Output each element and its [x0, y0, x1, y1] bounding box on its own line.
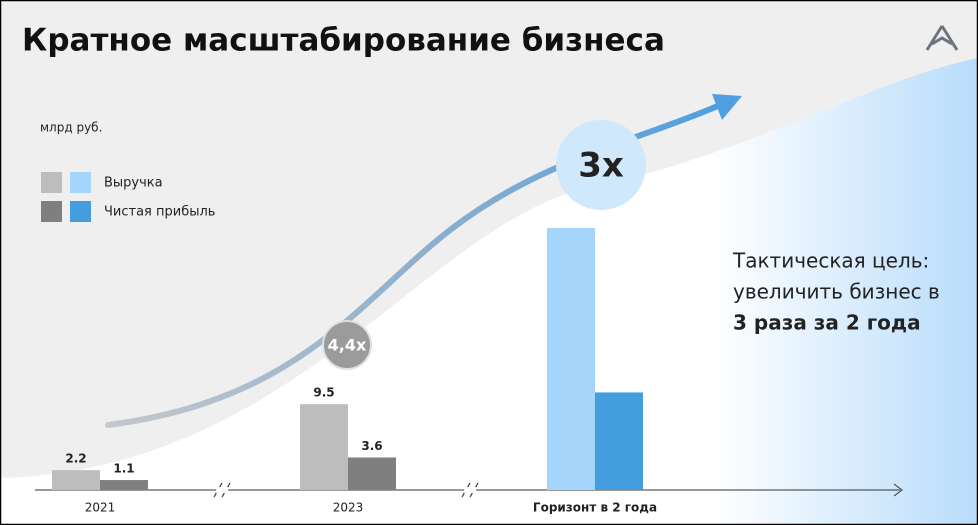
badge-label: 4,4x [328, 336, 367, 355]
badge [322, 320, 372, 370]
legend-swatch [41, 201, 62, 222]
bar [300, 404, 348, 490]
bar [348, 457, 396, 490]
callout-line: Тактическая цель: [732, 249, 929, 273]
x-tick-label: Горизонт в 2 года [533, 501, 657, 515]
legend-swatch [41, 172, 62, 193]
value-label: 1.1 [113, 462, 134, 476]
logo [925, 25, 959, 51]
callout-line: увеличить бизнес в [733, 280, 940, 304]
x-tick-label: 2021 [85, 501, 116, 515]
unit-label: млрд руб. [40, 121, 102, 135]
badge [556, 120, 646, 210]
badge-label: 3x [578, 146, 624, 186]
x-tick-label: 2023 [333, 501, 364, 515]
bar [547, 228, 595, 491]
value-label: 9.5 [313, 386, 334, 400]
legend-swatch [70, 201, 91, 222]
arrow-head [712, 94, 742, 120]
value-label: 2.2 [65, 452, 86, 466]
legend-swatch [70, 172, 91, 193]
bar [595, 392, 643, 490]
axis-breaks [213, 482, 479, 498]
legend-label: Выручка [104, 176, 163, 191]
title: Кратное масштабирование бизнеса [22, 23, 665, 59]
value-label: 3.6 [361, 439, 382, 453]
bar [52, 470, 100, 490]
bar [100, 480, 148, 490]
axis-arrow [893, 483, 903, 497]
legend-label: Чистая прибыль [104, 205, 215, 220]
callout-line: 3 раза за 2 года [733, 311, 921, 335]
